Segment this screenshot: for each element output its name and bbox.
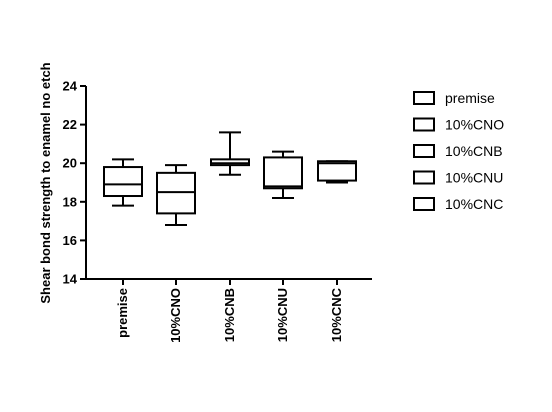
x-tick-label: 10%CNO (168, 288, 183, 343)
legend-item-2: 10%CNO (413, 117, 504, 133)
legend-label: 10%CNC (445, 196, 503, 212)
y-tick-label: 24 (63, 79, 78, 94)
legend-item-5: 10%CNC (413, 196, 503, 212)
y-axis-ticks: 14 16 18 20 22 24 (63, 79, 86, 287)
legend-swatch (413, 144, 435, 158)
legend-swatch (413, 117, 435, 132)
boxes (103, 131, 357, 226)
x-tick-label: 10%CNB (222, 288, 237, 342)
y-axis-title: Shear bond strength to enamel no etch (38, 62, 53, 303)
y-tick-label: 14 (63, 272, 78, 287)
x-tick-label: 10%CNU (275, 288, 290, 342)
iqr-box (317, 160, 357, 182)
iqr-box (103, 166, 143, 198)
box-3 (210, 131, 250, 176)
box-5 (317, 160, 357, 184)
box-1 (103, 158, 143, 207)
legend-item-1: premise (413, 90, 495, 106)
y-tick-label: 16 (63, 233, 77, 248)
legend-label: 10%CNU (445, 170, 503, 186)
iqr-box (263, 156, 303, 190)
legend-label: 10%CNB (445, 143, 503, 159)
legend-swatch (413, 170, 435, 185)
legend-label: premise (445, 90, 495, 106)
legend: premise 10%CNO 10%CNB 10%CNU 10%CNC (413, 90, 504, 212)
y-tick-label: 18 (63, 194, 77, 209)
legend-item-3: 10%CNB (413, 143, 503, 159)
x-tick-label: premise (115, 288, 130, 338)
box-4 (263, 150, 303, 199)
x-tick-label: 10%CNC (329, 287, 344, 342)
y-tick-label: 20 (63, 156, 77, 171)
legend-label: 10%CNO (445, 117, 504, 133)
box-2 (156, 164, 196, 226)
legend-swatch (413, 197, 435, 211)
y-tick-label: 22 (63, 117, 77, 132)
legend-swatch (413, 91, 435, 105)
legend-item-4: 10%CNU (413, 170, 503, 186)
x-axis-ticks: premise 10%CNO 10%CNB 10%CNU 10%CNC (115, 279, 344, 343)
